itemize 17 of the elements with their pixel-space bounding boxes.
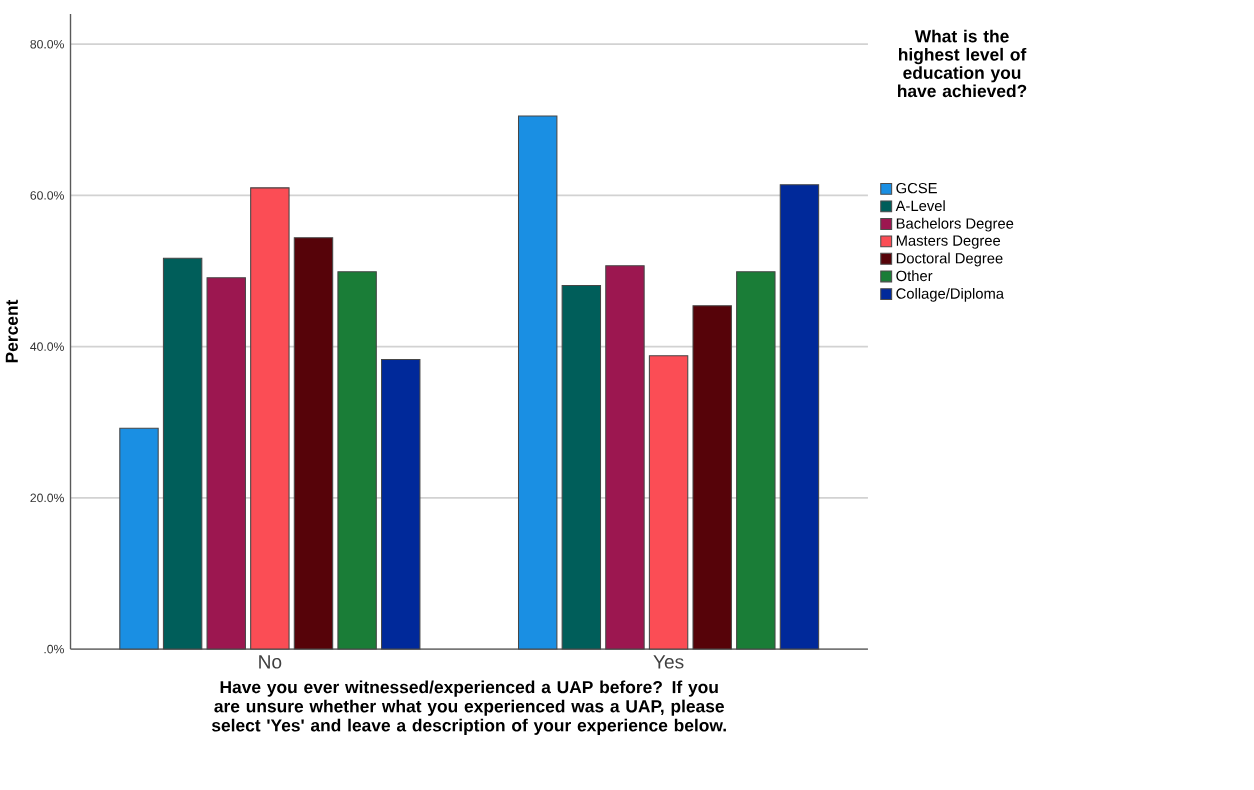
bar — [119, 427, 159, 650]
bar — [206, 277, 246, 650]
bar — [250, 187, 290, 650]
bar — [648, 354, 689, 650]
x-axis-title: Have you ever witnessed/experienced a UAP before? If you are unsure whether what you experienced was a UAP, please select 'Yes' and leave a description of your experience below. — [211, 680, 726, 735]
y-axis-title: Percent — [5, 299, 18, 363]
bar — [337, 271, 377, 650]
bar — [692, 305, 732, 650]
bar — [736, 271, 776, 650]
x-tick-label: Yes — [653, 655, 684, 669]
bar — [162, 257, 203, 650]
bar — [381, 358, 421, 650]
legend-title: What is the highest level of education you have achieved? — [898, 29, 1027, 97]
bar — [779, 184, 820, 650]
bar — [293, 237, 334, 650]
bar — [605, 265, 645, 650]
x-tick-label: No — [259, 655, 282, 669]
